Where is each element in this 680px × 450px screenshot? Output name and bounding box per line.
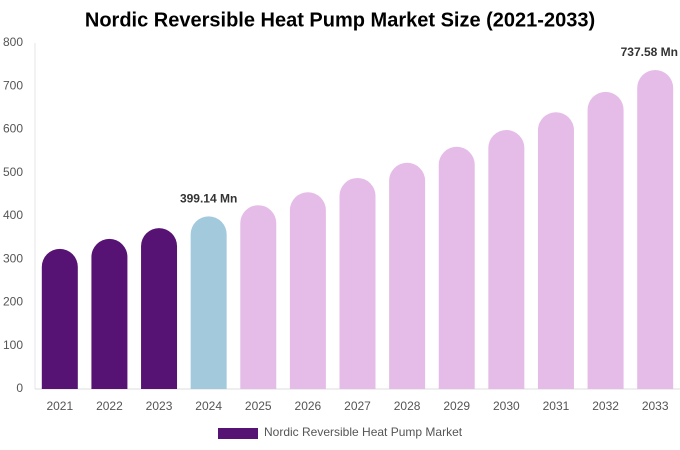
bar xyxy=(587,91,624,389)
x-tick-label: 2024 xyxy=(195,399,222,413)
x-tick-label: 2033 xyxy=(642,399,669,413)
bar xyxy=(438,146,475,389)
y-tick-label: 200 xyxy=(3,295,23,309)
bar xyxy=(389,162,426,389)
value-label: 399.14 Mn xyxy=(180,192,237,206)
y-tick-label: 100 xyxy=(3,338,23,352)
value-label: 737.58 Mn xyxy=(621,45,678,59)
y-tick-label: 400 xyxy=(3,208,23,222)
x-tick-label: 2025 xyxy=(245,399,272,413)
y-tick-label: 500 xyxy=(3,165,23,179)
chart-title: Nordic Reversible Heat Pump Market Size … xyxy=(85,9,595,31)
legend-swatch xyxy=(218,428,258,439)
bar xyxy=(240,205,277,389)
bar xyxy=(91,238,128,389)
y-tick-label: 300 xyxy=(3,251,23,265)
legend-label: Nordic Reversible Heat Pump Market xyxy=(264,425,463,439)
bar xyxy=(41,248,78,389)
x-tick-label: 2021 xyxy=(46,399,73,413)
x-tick-label: 2030 xyxy=(493,399,520,413)
bar xyxy=(141,228,178,389)
y-tick-label: 800 xyxy=(3,35,23,49)
x-tick-label: 2029 xyxy=(443,399,470,413)
x-tick-label: 2023 xyxy=(146,399,173,413)
y-tick-label: 600 xyxy=(3,122,23,136)
bar xyxy=(637,69,674,390)
y-tick-label: 700 xyxy=(3,78,23,92)
x-tick-label: 2027 xyxy=(344,399,371,413)
y-tick-label: 0 xyxy=(16,381,23,395)
bar xyxy=(537,112,574,389)
bar xyxy=(289,192,326,389)
bar xyxy=(190,216,227,389)
bar xyxy=(339,177,376,389)
x-tick-label: 2022 xyxy=(96,399,123,413)
x-tick-label: 2028 xyxy=(394,399,421,413)
bar xyxy=(488,129,525,389)
x-tick-label: 2026 xyxy=(295,399,322,413)
x-tick-label: 2031 xyxy=(543,399,570,413)
x-tick-label: 2032 xyxy=(592,399,619,413)
